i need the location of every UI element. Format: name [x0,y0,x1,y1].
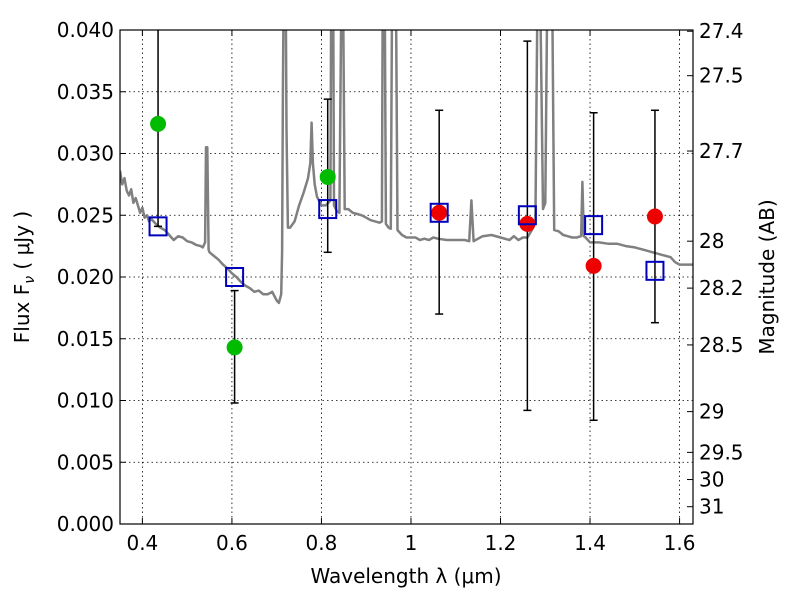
x-tick-label: 0.6 [216,531,248,555]
y-axis-title-subscript: ν [22,276,38,284]
marker-layer [148,115,665,356]
y-tick-label: 0.020 [57,265,114,289]
right-tick-label: 28.5 [699,333,744,357]
y-tick-label: 0.010 [57,389,114,413]
tick-layer: 0.4 0.6 0.8 1 1.2 1.4 1.6 0.000 0.005 0.010 0.015 0… [57,18,744,555]
right-tick-label: 27.7 [699,139,744,163]
model-flux-square [517,205,537,226]
y-axis-title-unit: ( μJy ) [10,211,34,276]
x-tick-label: 0.8 [306,531,338,555]
photometry-point [585,257,602,274]
right-tick-label: 27.4 [699,19,744,43]
right-tick-label: 29 [699,400,724,424]
model-flux-square [584,215,604,236]
model-flux-square [148,216,168,237]
y-tick-label: 0.015 [57,327,114,351]
x-axis-title: Wavelength λ (μm) [310,564,501,588]
model-flux-square [225,267,245,287]
x-tick-label: 1.2 [485,531,517,555]
y-tick-label: 0.040 [57,18,114,42]
y-tick-label: 0.025 [57,203,114,227]
photometry-point [226,339,243,356]
right-tick-label: 28.2 [699,276,744,300]
x-tick-label: 1 [405,531,418,555]
model-flux-square [645,260,665,281]
galaxy-spectrum-line [120,30,693,305]
y-tick-label: 0.035 [57,80,114,104]
x-tick-label: 1.6 [664,531,696,555]
model-flux-square [429,202,449,223]
photometry-point [646,208,663,225]
y-tick-label: 0.000 [57,512,114,536]
y-tick-label: 0.030 [57,142,114,166]
spectrum-layer [120,30,693,305]
x-tick-label: 1.4 [574,531,606,555]
right-axis-title: Magnitude (AB) [755,199,779,354]
right-tick-label: 28 [699,229,724,253]
right-tick-label: 31 [699,495,724,519]
model-flux-square [318,199,338,220]
x-tick-label: 0.4 [126,531,158,555]
right-tick-label: 30 [699,468,724,492]
grid-layer [120,29,693,525]
y-axis-title-main: Flux F [10,284,34,343]
y-axis-title: Flux Fν ( μJy ) [10,211,38,343]
y-tick-label: 0.005 [57,450,114,474]
photometry-point [431,204,448,221]
photometry-point [319,168,336,185]
right-tick-label: 29.5 [699,440,744,464]
right-tick-label: 27.5 [699,64,744,88]
photometry-point [150,115,167,132]
